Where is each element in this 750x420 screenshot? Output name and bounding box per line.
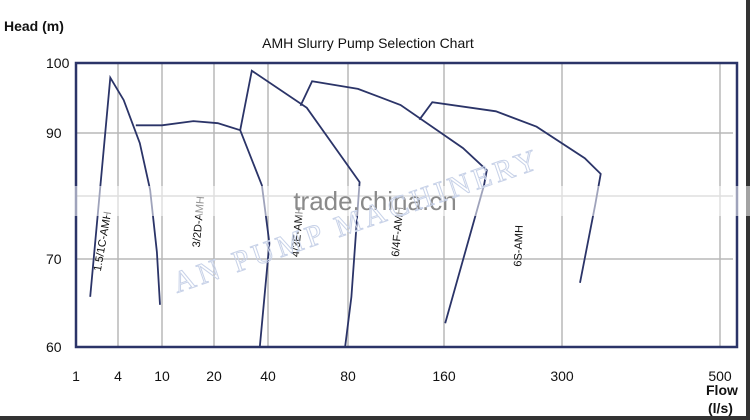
y-tick-label: 100	[46, 55, 70, 71]
y-axis-label: Head (m)	[4, 18, 64, 34]
x-axis-label: Flow	[706, 382, 738, 398]
pump-curve-4-3e-amh	[239, 69, 361, 348]
y-tick-label: 60	[46, 339, 62, 355]
x-tick-label: 20	[206, 368, 222, 384]
y-tick-label: 90	[46, 125, 62, 141]
series-label: 4/3E-AMH	[290, 206, 306, 258]
pump-curve-6-4f-amh	[299, 80, 488, 324]
watermark-site: trade.china.cn	[293, 186, 456, 216]
x-tick-label: 80	[340, 368, 356, 384]
pump-curve-1-5-1c-amh	[89, 74, 161, 305]
x-tick-label: 40	[260, 368, 276, 384]
chart-title: AMH Slurry Pump Selection Chart	[262, 35, 474, 51]
x-axis-unit: (l/s)	[708, 400, 733, 416]
x-tick-label: 500	[708, 368, 732, 384]
x-tick-label: 1	[72, 368, 80, 384]
series-label: 6S-AMH	[512, 225, 525, 267]
series-label: 6/4F-AMH	[390, 206, 406, 257]
watermark-band	[0, 186, 750, 216]
watermark-company: AN PUMP MACHINERY	[169, 142, 546, 299]
x-tick-label: 300	[550, 368, 574, 384]
pump-curve-3-2d-amh	[135, 120, 271, 348]
x-tick-label: 4	[114, 368, 122, 384]
x-tick-label: 160	[432, 368, 456, 384]
x-tick-label: 10	[154, 368, 170, 384]
y-tick-label: 70	[46, 251, 62, 267]
